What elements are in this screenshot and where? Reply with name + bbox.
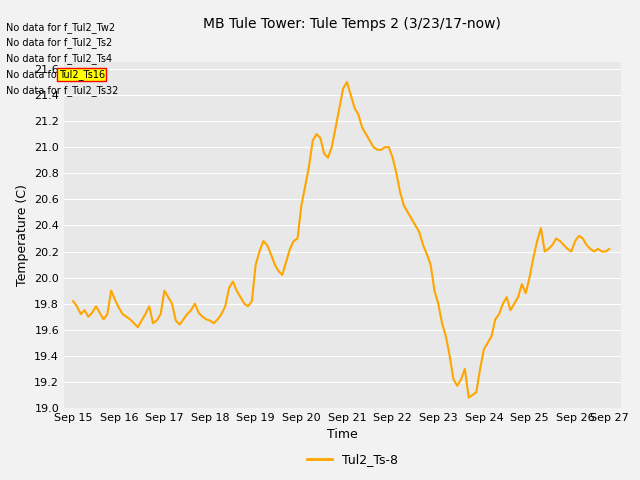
Text: Tul2_Ts16: Tul2_Ts16 xyxy=(59,69,105,80)
Text: No data for f_Tul2_Ts2: No data for f_Tul2_Ts2 xyxy=(6,37,113,48)
Legend: Tul2_Ts-8: Tul2_Ts-8 xyxy=(301,448,403,471)
Y-axis label: Temperature (C): Temperature (C) xyxy=(16,184,29,286)
Text: No data for f_: No data for f_ xyxy=(6,69,72,80)
Text: MB Tule Tower: Tule Temps 2 (3/23/17-now): MB Tule Tower: Tule Temps 2 (3/23/17-now… xyxy=(203,17,501,31)
X-axis label: Time: Time xyxy=(327,429,358,442)
Text: No data for f_Tul2_Ts32: No data for f_Tul2_Ts32 xyxy=(6,85,119,96)
Text: No data for f_Tul2_Tw2: No data for f_Tul2_Tw2 xyxy=(6,22,116,33)
Text: No data for f_Tul2_Ts4: No data for f_Tul2_Ts4 xyxy=(6,53,113,64)
